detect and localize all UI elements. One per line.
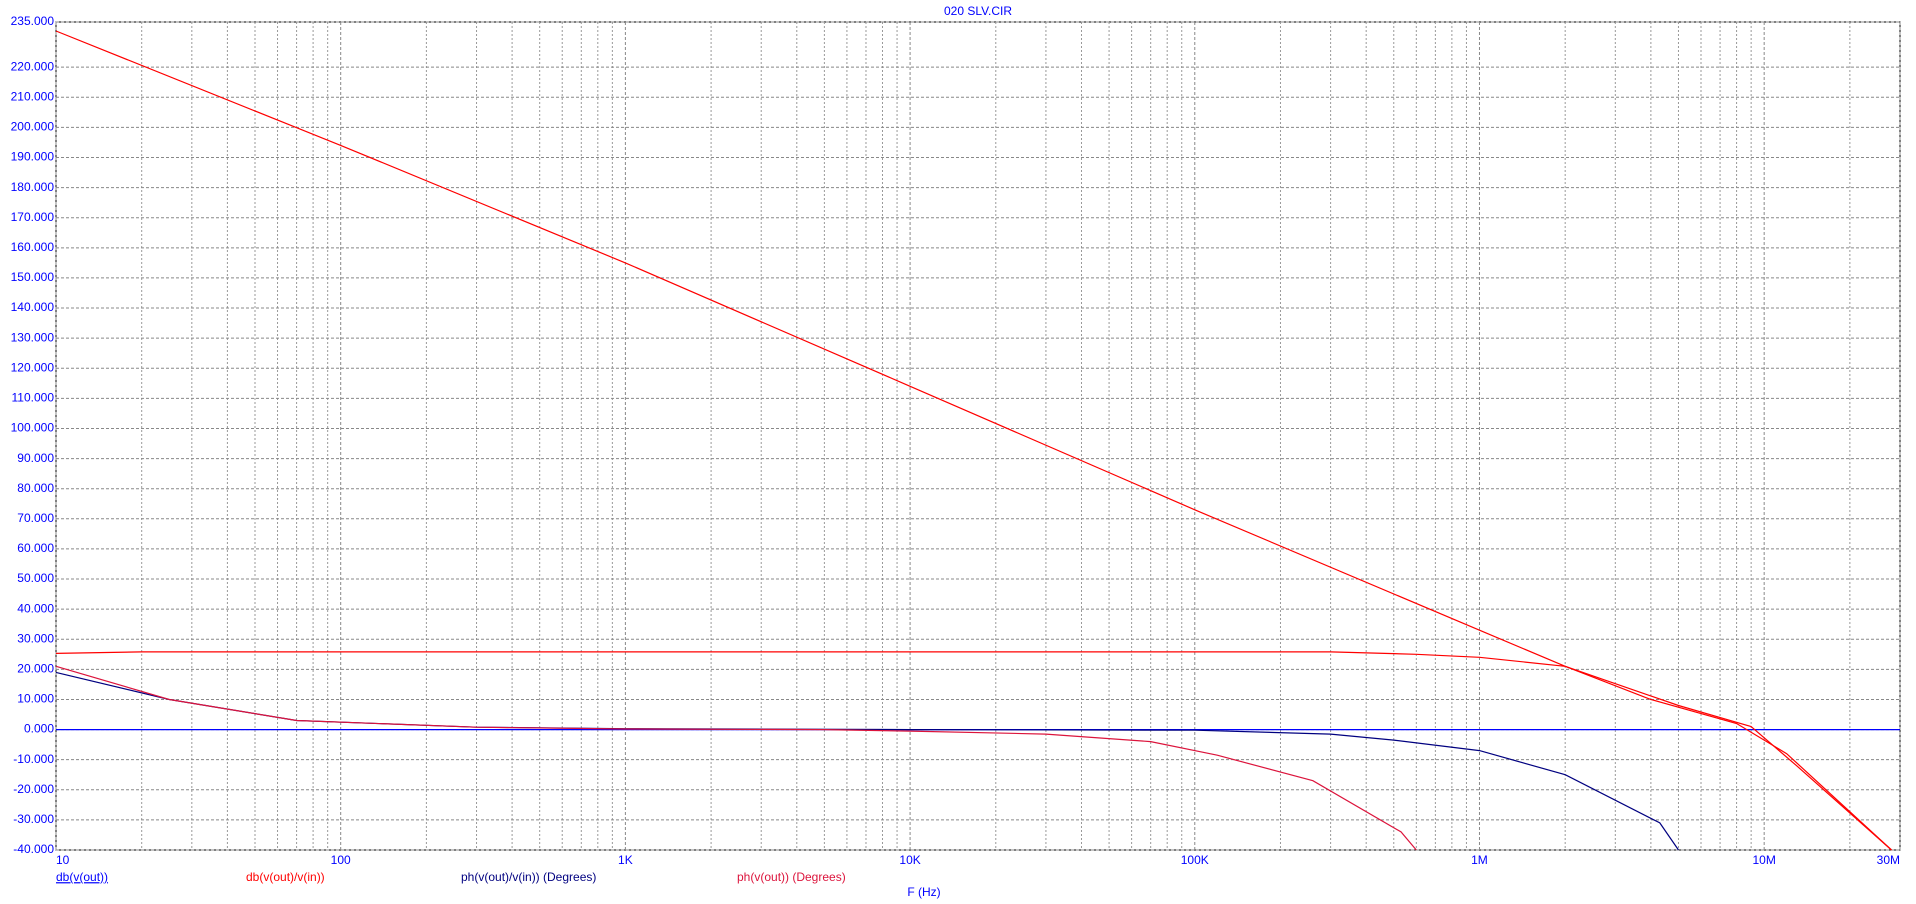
- legend-entry: db(v(out)): [56, 870, 108, 884]
- y-tick-label: 120.000: [11, 360, 55, 374]
- x-tick-label: 100: [331, 853, 351, 867]
- legend-entry: ph(v(out)) (Degrees): [737, 870, 846, 884]
- y-tick-label: 10.000: [17, 692, 54, 706]
- y-tick-label: 210.000: [11, 89, 55, 103]
- chart-title: 020 SLV.CIR: [944, 4, 1012, 18]
- y-tick-label: 220.000: [11, 59, 55, 73]
- y-tick-label: 100.000: [11, 421, 55, 435]
- y-tick-label: 80.000: [17, 481, 54, 495]
- x-tick-label: 10K: [899, 853, 920, 867]
- x-tick-label: 10: [56, 853, 70, 867]
- y-tick-label: 50.000: [17, 571, 54, 585]
- data-line: [55, 665, 1417, 851]
- data-line: [55, 30, 1892, 851]
- plot-area: [55, 21, 1901, 851]
- x-tick-label: 1K: [618, 853, 633, 867]
- y-tick-label: -40.000: [13, 842, 54, 856]
- y-tick-label: 160.000: [11, 240, 55, 254]
- x-tick-label: 30M: [1877, 853, 1900, 867]
- legend-entry: db(v(out)/v(in)): [246, 870, 325, 884]
- y-tick-label: 60.000: [17, 541, 54, 555]
- legend-entry: ph(v(out)/v(in)) (Degrees): [461, 870, 596, 884]
- y-tick-label: 30.000: [17, 631, 54, 645]
- y-tick-label: 190.000: [11, 150, 55, 164]
- x-tick-label: 10M: [1752, 853, 1775, 867]
- y-tick-label: 200.000: [11, 120, 55, 134]
- y-tick-label: -10.000: [13, 752, 54, 766]
- y-tick-label: 235.000: [11, 14, 55, 28]
- y-tick-label: 40.000: [17, 601, 54, 615]
- y-tick-label: 150.000: [11, 270, 55, 284]
- x-tick-label: 1M: [1471, 853, 1488, 867]
- y-tick-label: 130.000: [11, 330, 55, 344]
- x-tick-label: 100K: [1181, 853, 1209, 867]
- y-tick-label: -30.000: [13, 812, 54, 826]
- y-tick-label: 90.000: [17, 451, 54, 465]
- x-axis-label: F (Hz): [907, 885, 940, 899]
- y-tick-label: 180.000: [11, 180, 55, 194]
- y-tick-label: 20.000: [17, 662, 54, 676]
- y-tick-label: 140.000: [11, 300, 55, 314]
- y-tick-label: 70.000: [17, 511, 54, 525]
- y-tick-label: 0.000: [24, 722, 54, 736]
- y-tick-label: 170.000: [11, 210, 55, 224]
- y-tick-label: 110.000: [12, 391, 55, 405]
- data-line: [55, 651, 1892, 851]
- y-tick-label: -20.000: [13, 782, 54, 796]
